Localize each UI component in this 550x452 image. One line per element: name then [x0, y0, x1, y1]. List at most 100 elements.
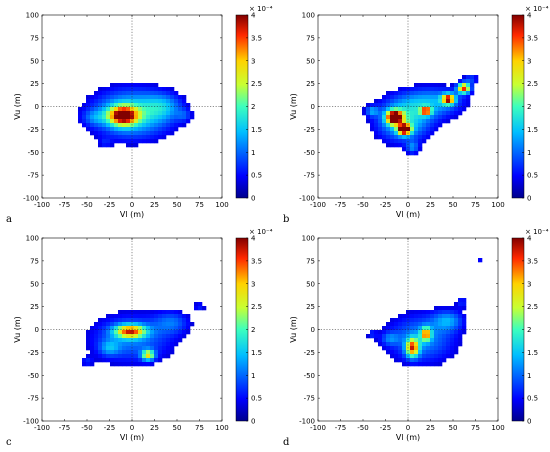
- density-cell: [394, 115, 399, 120]
- panel-letter: d: [283, 437, 290, 448]
- density-cell: [426, 330, 431, 335]
- density-cell: [430, 115, 435, 120]
- density-cell: [390, 350, 395, 355]
- density-cell: [82, 362, 87, 367]
- density-cell: [142, 350, 147, 355]
- colorbar-tick-label: 0.5: [251, 395, 262, 403]
- density-cell: [402, 127, 407, 132]
- density-cell: [390, 135, 395, 140]
- density-cell: [410, 354, 415, 359]
- colorbar-tick-label: 4: [251, 12, 256, 20]
- density-cell: [158, 350, 163, 355]
- density-cell: [170, 318, 175, 323]
- density-cell: [134, 111, 139, 116]
- density-cell: [406, 338, 411, 343]
- density-cell: [158, 115, 163, 120]
- density-cell: [426, 83, 431, 88]
- density-cell: [430, 111, 435, 116]
- density-cell: [418, 115, 423, 120]
- y-tick-label: -100: [299, 418, 315, 426]
- density-cell: [374, 338, 379, 343]
- density-cell: [182, 123, 187, 128]
- density-cell: [106, 115, 111, 120]
- density-cell: [114, 111, 119, 116]
- density-cell: [142, 310, 147, 315]
- density-cell: [150, 103, 155, 108]
- density-cell: [422, 119, 427, 124]
- density-cell: [438, 326, 443, 331]
- x-tick-label: 0: [406, 424, 410, 432]
- density-cell: [134, 342, 139, 347]
- density-cell: [186, 314, 191, 319]
- density-cell: [114, 115, 119, 120]
- density-cell: [382, 139, 387, 144]
- density-cell: [90, 350, 95, 355]
- density-cell: [94, 354, 99, 359]
- density-cell: [438, 123, 443, 128]
- density-cell: [126, 95, 131, 100]
- density-cell: [430, 358, 435, 363]
- density-cell: [130, 338, 135, 343]
- density-cell: [422, 115, 427, 120]
- density-cell: [134, 135, 139, 140]
- density-cell: [106, 119, 111, 124]
- density-cell: [178, 326, 183, 331]
- density-cell: [154, 119, 159, 124]
- density-cell: [390, 338, 395, 343]
- density-cell: [154, 115, 159, 120]
- density-cell: [410, 342, 415, 347]
- density-cell: [426, 334, 431, 339]
- density-cell: [118, 326, 123, 331]
- density-cell: [450, 334, 455, 339]
- panel-letter: a: [6, 214, 12, 225]
- density-cell: [118, 107, 123, 112]
- density-cell: [138, 358, 143, 363]
- density-cell: [402, 346, 407, 351]
- density-cell: [146, 314, 151, 319]
- density-cell: [462, 75, 467, 80]
- density-cell: [114, 330, 119, 335]
- y-tick-label: -25: [28, 349, 39, 357]
- density-cell: [94, 322, 99, 327]
- density-cell: [166, 354, 171, 359]
- density-cell: [394, 346, 399, 351]
- density-cell: [174, 342, 179, 347]
- density-cell: [118, 123, 123, 128]
- density-cell: [94, 111, 99, 116]
- density-cell: [122, 139, 127, 144]
- density-cell: [126, 83, 131, 88]
- density-cell: [138, 334, 143, 339]
- density-cell: [382, 342, 387, 347]
- density-cell: [366, 115, 371, 120]
- density-cell: [130, 135, 135, 140]
- density-cell: [410, 115, 415, 120]
- density-cell: [150, 111, 155, 116]
- density-cell: [442, 91, 447, 96]
- density-cell: [86, 111, 91, 116]
- density-cell: [414, 99, 419, 104]
- density-cell: [442, 326, 447, 331]
- density-cell: [402, 326, 407, 331]
- density-cell: [470, 91, 475, 96]
- density-cell: [106, 127, 111, 132]
- density-cell: [426, 314, 431, 319]
- density-cell: [170, 131, 175, 136]
- density-cell: [174, 322, 179, 327]
- density-cell: [414, 115, 419, 120]
- density-cell: [150, 115, 155, 120]
- density-cell: [418, 322, 423, 327]
- density-cell: [446, 326, 451, 331]
- colorbar-tick-label: 3.5: [251, 34, 262, 42]
- density-cell: [446, 314, 451, 319]
- density-cell: [126, 358, 131, 363]
- density-cell: [86, 362, 91, 367]
- panel-b: -100 -75 -50 -25 0 25 50 75 100 100 75 50 25 0 -25 -50 -…: [283, 5, 549, 225]
- density-cell: [86, 334, 91, 339]
- density-cell: [90, 127, 95, 132]
- density-cell: [102, 95, 107, 100]
- density-cell: [146, 127, 151, 132]
- density-cell: [442, 83, 447, 88]
- density-cell: [410, 127, 415, 132]
- density-cell: [162, 326, 167, 331]
- density-cell: [118, 139, 123, 144]
